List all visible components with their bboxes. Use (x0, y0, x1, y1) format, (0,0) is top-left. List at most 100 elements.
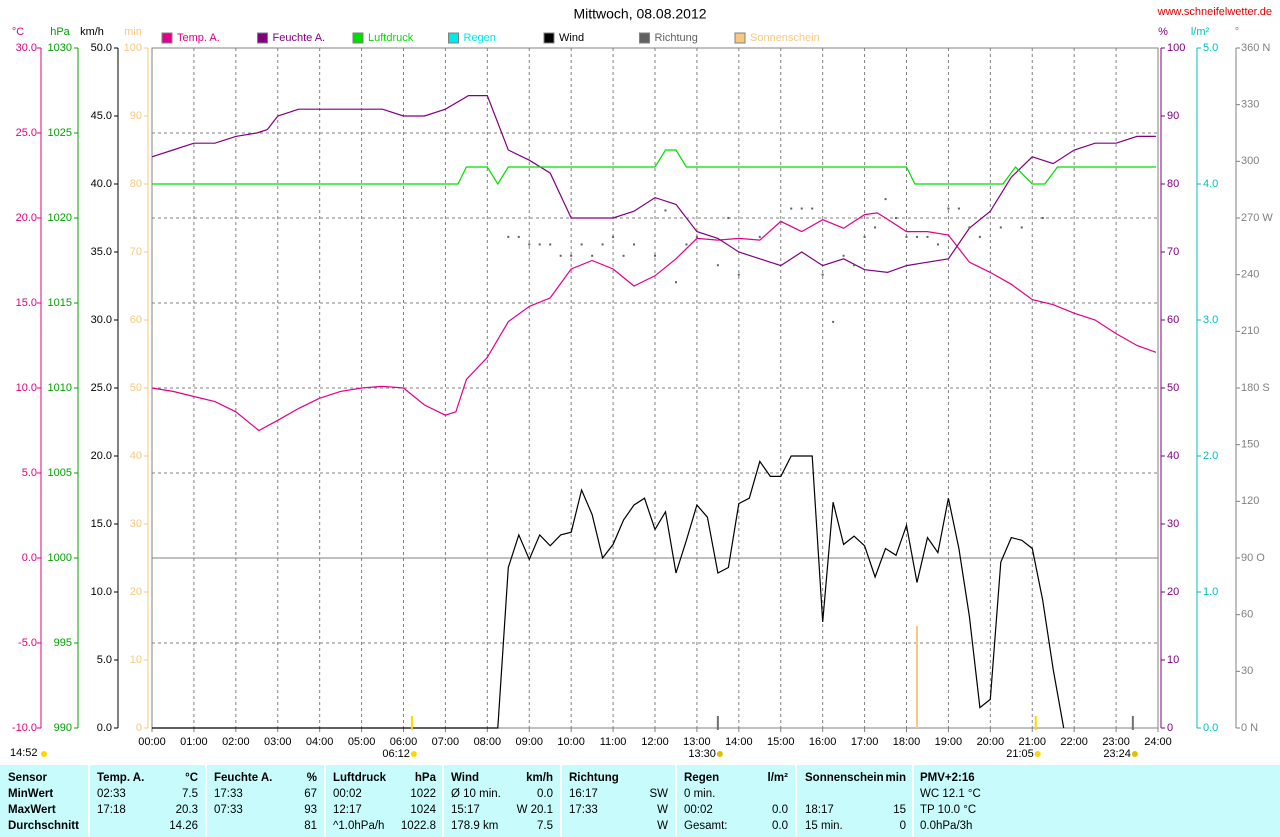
y-tick-label: 50 (1167, 382, 1179, 394)
table-cell: 0.0hPa/3h (920, 820, 972, 832)
x-tick-label: 20:00 (977, 736, 1005, 748)
x-tick-label: 00:00 (138, 736, 166, 748)
table-cell: 1024 (410, 804, 436, 816)
y-tick-label: 80 (1167, 178, 1179, 190)
y-tick-label: 1.0 (1203, 586, 1218, 598)
table-cell: Ø 10 min. (451, 788, 501, 800)
legend-label: Temp. A. (177, 32, 220, 44)
y-tick-label: 20.0 (16, 212, 37, 224)
y-tick-label: 5.0 (1203, 42, 1218, 54)
table-cell: 0.0 (772, 820, 788, 832)
direction-dot (549, 243, 552, 246)
y-tick-label: 120 (1241, 495, 1259, 507)
legend-swatch (448, 32, 459, 44)
table-cell: 18:17 (805, 804, 834, 816)
table-cell: °C (185, 772, 198, 784)
table-cell: 17:33 (214, 788, 243, 800)
x-tick-label: 03:00 (264, 736, 292, 748)
table-cell: 02:33 (97, 788, 126, 800)
y-tick-label: 4.0 (1203, 178, 1218, 190)
direction-dot (580, 243, 583, 246)
x-tick-label: 18:00 (893, 736, 921, 748)
direction-dot (591, 254, 594, 257)
table-cell: 7.5 (182, 788, 198, 800)
legend-label: Richtung (655, 32, 698, 44)
direction-dot (915, 235, 918, 238)
x-tick-label: 21:00 (1018, 736, 1046, 748)
x-tick-label: 09:00 (515, 736, 543, 748)
y-tick-label: 0 (1167, 722, 1173, 734)
direction-dot (863, 235, 866, 238)
direction-dot (947, 207, 950, 210)
x-tick-label: 15:00 (767, 736, 795, 748)
direction-dot (884, 198, 887, 201)
y-tick-label: 60 (1167, 314, 1179, 326)
table-background (0, 765, 1280, 837)
table-cell: 17:33 (569, 804, 598, 816)
y-tick-label: -10.0 (12, 722, 37, 734)
y-tick-label: 0.0 (1203, 722, 1218, 734)
y-tick-label: 45.0 (91, 110, 112, 122)
marker-label: 13:30 (688, 748, 716, 760)
axis-unit: °C (12, 26, 24, 38)
table-cell: 81 (304, 820, 317, 832)
table-cell: 1022 (410, 788, 436, 800)
y-tick-label: 30.0 (16, 42, 37, 54)
table-cell: 0 (900, 820, 906, 832)
table-cell: 0.0 (772, 804, 788, 816)
x-tick-label: 05:00 (348, 736, 376, 748)
axis-unit: hPa (50, 26, 70, 38)
y-tick-label: 40 (130, 450, 142, 462)
axis-unit: l/m² (1191, 26, 1210, 38)
y-tick-label: 90 O (1241, 552, 1265, 564)
y-tick-label: 50 (130, 382, 142, 394)
legend-swatch (543, 32, 555, 44)
direction-dot (790, 207, 793, 210)
table-cell: 7.5 (537, 820, 553, 832)
y-tick-label: 40 (1167, 450, 1179, 462)
y-tick-label: 90 (1167, 110, 1179, 122)
y-tick-label: 1015 (48, 297, 72, 309)
y-tick-label: 1030 (48, 42, 72, 54)
direction-dot (957, 207, 960, 210)
table-cell: 15 (893, 804, 906, 816)
table-cell: Luftdruck (333, 772, 387, 784)
direction-dot (905, 235, 908, 238)
table-cell: hPa (415, 772, 437, 784)
direction-dot (1041, 217, 1044, 219)
y-tick-label: 1025 (48, 127, 72, 139)
x-tick-label: 08:00 (474, 736, 502, 748)
table-cell: Gesamt: (684, 820, 727, 832)
table-cell: 0.0 (537, 788, 553, 800)
legend-label: Regen (464, 32, 496, 44)
table-cell: 14.26 (169, 820, 198, 832)
y-tick-label: 1000 (48, 552, 72, 564)
y-tick-label: 90 (130, 110, 142, 122)
bar (915, 626, 918, 728)
y-tick-label: 100 (124, 42, 142, 54)
table-cell: km/h (526, 772, 553, 784)
x-tick-label: 12:00 (641, 736, 669, 748)
direction-dot (528, 243, 531, 246)
y-tick-label: 5.0 (22, 467, 37, 479)
table-cell: 1022.8 (401, 820, 436, 832)
y-tick-label: 30 (1241, 665, 1253, 677)
table-cell: Durchschnitt (8, 820, 79, 832)
y-tick-label: 30 (130, 518, 142, 530)
y-tick-label: 270 W (1241, 212, 1273, 224)
direction-dot (570, 254, 573, 257)
table-cell: 15 min. (805, 820, 843, 832)
x-tick-label: 11:00 (600, 736, 627, 748)
marker-icon (1131, 751, 1138, 757)
x-tick-label: 22:00 (1060, 736, 1088, 748)
y-tick-label: 60 (1241, 609, 1253, 621)
table-cell: Feuchte A. (214, 772, 272, 784)
legend-swatch (734, 32, 746, 44)
y-tick-label: 1005 (48, 467, 72, 479)
y-tick-label: 20 (130, 586, 142, 598)
table-cell: 178.9 km (451, 820, 498, 832)
direction-dot (999, 226, 1002, 229)
axis-unit: min (124, 26, 142, 38)
